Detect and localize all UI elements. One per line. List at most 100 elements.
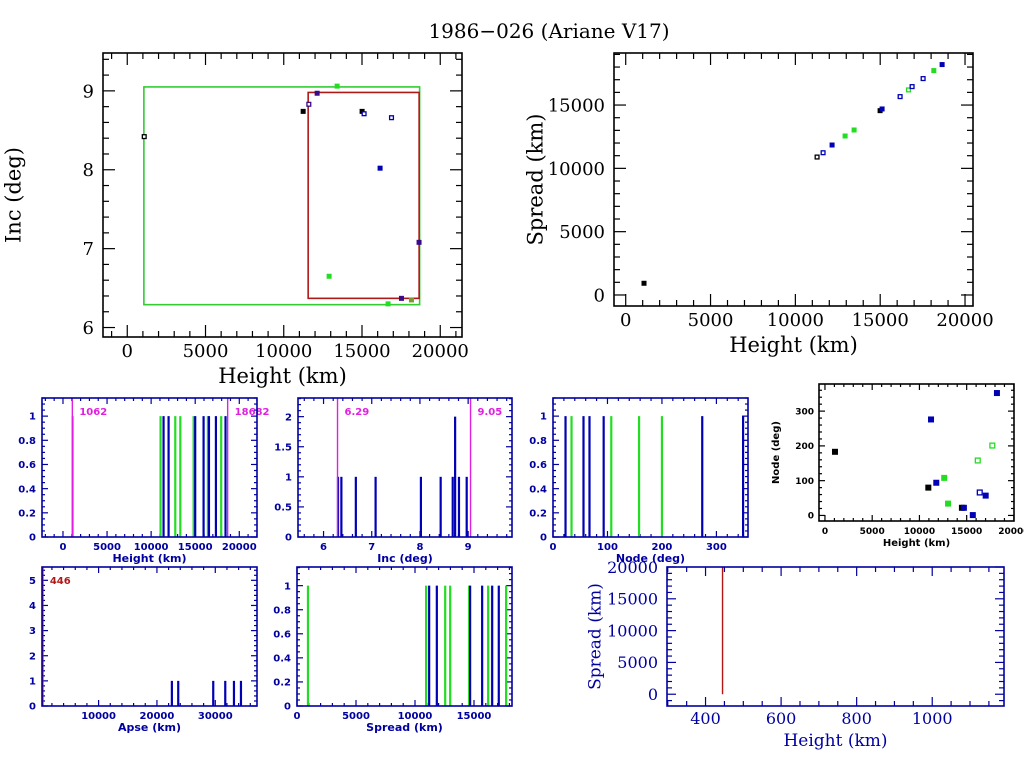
data-point bbox=[814, 154, 820, 160]
data-point bbox=[326, 273, 332, 279]
y-tick-label: 0 bbox=[540, 533, 547, 544]
plot-frame bbox=[297, 397, 513, 538]
chart-node-vs-height: 0 5000 10000 15000 20000 0 100 200 300 Height (km… bbox=[771, 383, 1024, 549]
data-point bbox=[361, 111, 367, 117]
y-tick-label: 3 bbox=[29, 626, 36, 637]
y-tick-label: 7 bbox=[83, 239, 94, 260]
data-point bbox=[931, 68, 937, 74]
y-tick-label: 0 bbox=[29, 702, 36, 713]
y-tick-label: 15000 bbox=[548, 96, 605, 117]
data-point bbox=[398, 295, 404, 301]
y-tick-label: 5 bbox=[29, 576, 36, 587]
x-tick-label: 10000 bbox=[398, 711, 433, 722]
y-axis-label: Node (deg) bbox=[771, 421, 782, 484]
y-axis-label: Inc (deg) bbox=[2, 147, 26, 243]
tick-marks bbox=[614, 53, 973, 306]
tick-marks bbox=[103, 53, 462, 337]
y-tick-label: 2 bbox=[29, 651, 36, 662]
x-tick-label: 0 bbox=[822, 527, 828, 537]
plot-frame bbox=[666, 566, 1005, 707]
x-tick-label: 20000 bbox=[222, 542, 257, 553]
data-point bbox=[641, 280, 647, 286]
x-tick-label: 15000 bbox=[333, 341, 390, 362]
y-tick-label: 0 bbox=[285, 533, 292, 544]
x-tick-label: 5000 bbox=[688, 310, 734, 331]
y-tick-label: 1 bbox=[540, 412, 547, 423]
y-tick-label: 100 bbox=[795, 477, 814, 487]
limit-label: 1062 bbox=[79, 407, 107, 418]
x-tick-label: 10000 bbox=[255, 341, 312, 362]
data-point bbox=[989, 442, 996, 449]
y-tick-label: 0.2 bbox=[18, 508, 36, 519]
x-tick-label: 0 bbox=[59, 542, 66, 553]
plot-frame bbox=[41, 566, 258, 707]
range-box bbox=[307, 91, 420, 300]
data-point bbox=[920, 76, 926, 82]
y-axis-label: Spread (km) bbox=[524, 114, 548, 246]
y-tick-label: 0 bbox=[594, 285, 605, 306]
y-tick-label: 300 bbox=[795, 407, 814, 417]
data-point bbox=[842, 133, 848, 139]
y-tick-label: 0 bbox=[284, 702, 291, 713]
x-tick-label: 6 bbox=[320, 542, 327, 553]
data-point bbox=[300, 108, 306, 114]
y-tick-label: 8 bbox=[83, 160, 94, 181]
x-tick-label: 400 bbox=[690, 709, 721, 728]
data-point bbox=[974, 457, 981, 464]
plot-area bbox=[306, 585, 508, 706]
chart-spread-vs-height-low: 400 600 800 100005000100001500020000Height … bbox=[586, 558, 1005, 751]
x-axis-label: Height (km) bbox=[112, 552, 186, 565]
y-tick-label: 5000 bbox=[617, 653, 658, 672]
y-tick-label: 20000 bbox=[607, 558, 658, 577]
data-point bbox=[306, 101, 312, 107]
x-tick-label: 10000 bbox=[81, 711, 116, 722]
data-point bbox=[925, 484, 932, 491]
x-tick-label: 8 bbox=[416, 542, 423, 553]
x-axis-label: Apse (km) bbox=[118, 721, 181, 734]
y-tick-label: 0.6 bbox=[273, 629, 291, 640]
x-tick-label: 5000 bbox=[860, 527, 885, 537]
y-tick-label: 15000 bbox=[607, 590, 658, 609]
x-tick-label: 800 bbox=[841, 709, 872, 728]
data-point bbox=[982, 492, 989, 499]
data-point bbox=[941, 474, 948, 481]
y-tick-label: 1.5 bbox=[274, 442, 292, 453]
x-tick-label: 100 bbox=[597, 542, 618, 553]
y-tick-label: 0 bbox=[808, 512, 814, 522]
x-tick-label: 5000 bbox=[183, 341, 229, 362]
data-point bbox=[945, 500, 952, 507]
x-tick-label: 15000 bbox=[178, 542, 213, 553]
y-tick-label: 0.2 bbox=[529, 508, 547, 519]
chart-inc-vs-height: 0 5000 10000 15000 20000 6 7 8 9 Height (km) Inc (… bbox=[2, 52, 469, 388]
figure-title: 1986−026 (Ariane V17) bbox=[428, 19, 669, 43]
x-tick-label: 15000 bbox=[457, 711, 492, 722]
x-axis-label: Height (km) bbox=[883, 538, 950, 549]
y-tick-label: 0.4 bbox=[18, 484, 36, 495]
y-tick-label: 0.2 bbox=[273, 678, 291, 689]
data-point bbox=[969, 512, 976, 519]
y-tick-label: 0.8 bbox=[529, 436, 547, 447]
plot-area bbox=[336, 398, 472, 537]
data-point bbox=[928, 416, 935, 423]
data-point bbox=[879, 106, 885, 112]
data-point bbox=[141, 134, 147, 140]
x-tick-label: 600 bbox=[766, 709, 797, 728]
data-point bbox=[334, 83, 340, 89]
limit-label: 446 bbox=[50, 576, 71, 587]
chart-apse-histogram: 10000 20000 30000 0 1 2 3 4 5 Apse (km) 446 bbox=[29, 566, 258, 734]
data-point bbox=[976, 489, 983, 496]
y-tick-label: 0 bbox=[29, 533, 36, 544]
y-tick-label: 10000 bbox=[548, 159, 605, 180]
y-tick-label: 0.8 bbox=[18, 436, 36, 447]
x-axis-label: Inc (deg) bbox=[377, 552, 433, 565]
x-axis-label: Height (km) bbox=[783, 731, 887, 751]
limit-label: 9.05 bbox=[478, 407, 503, 418]
plot-frame bbox=[818, 383, 1015, 522]
x-tick-label: 15000 bbox=[951, 527, 982, 537]
y-tick-label: 1 bbox=[284, 581, 291, 592]
y-tick-label: 0.4 bbox=[273, 653, 291, 664]
y-tick-label: 200 bbox=[795, 442, 814, 452]
y-tick-label: 1 bbox=[29, 412, 36, 423]
plot-frame bbox=[296, 566, 513, 707]
y-tick-label: 4 bbox=[29, 601, 36, 612]
